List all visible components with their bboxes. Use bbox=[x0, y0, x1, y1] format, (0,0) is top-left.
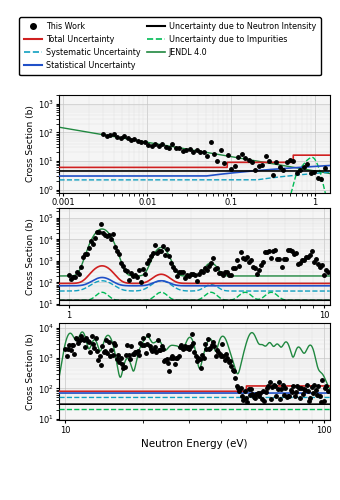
Y-axis label: Cross Section (b): Cross Section (b) bbox=[26, 333, 35, 409]
Y-axis label: Cross Section (b): Cross Section (b) bbox=[26, 106, 35, 182]
Legend: This Work, Total Uncertainty, Systematic Uncertainty, Statistical Uncertainty, U: This Work, Total Uncertainty, Systematic… bbox=[19, 18, 321, 75]
X-axis label: Neutron Energy (eV): Neutron Energy (eV) bbox=[141, 438, 248, 448]
Y-axis label: Cross Section (b): Cross Section (b) bbox=[26, 218, 35, 294]
